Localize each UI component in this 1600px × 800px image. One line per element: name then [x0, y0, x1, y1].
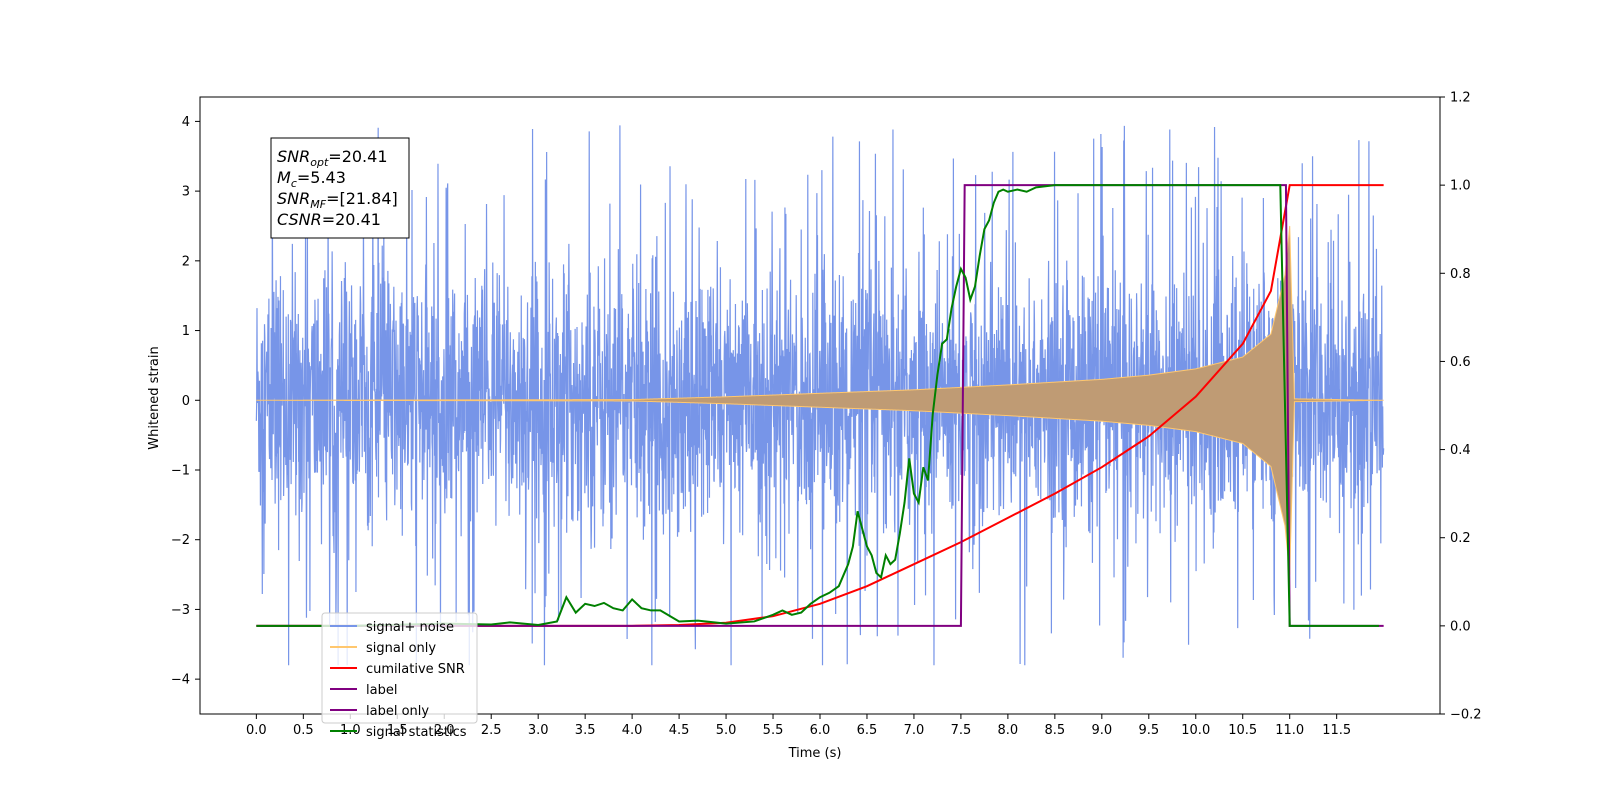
axes: 0.0 0.5 1.0 1.5 2.0 2.5 3.0 3.5 4.0 4.5 5.0 5.5 6.0 6…	[171, 91, 1482, 739]
x-tick-label: 7.5	[951, 723, 972, 738]
x-tick-label: 11.5	[1322, 723, 1351, 738]
x-tick-label: 8.0	[998, 723, 1019, 738]
x-axis-label: Time (s)	[788, 746, 842, 761]
y-tick-label: −4	[171, 673, 190, 688]
legend-label: signal statistics	[366, 725, 467, 740]
stats-symbol: M	[277, 168, 291, 187]
y2-tick-label: 1.0	[1450, 179, 1471, 194]
legend-label: cumilative SNR	[366, 662, 465, 677]
y-tick-label: −1	[171, 463, 190, 478]
x-tick-label: 10.5	[1228, 723, 1257, 738]
x-tick-label: 2.5	[481, 723, 502, 738]
series-line-signal-noise	[255, 125, 1385, 666]
y-axis-label: Whitened strain	[147, 346, 162, 449]
legend-label: label only	[366, 704, 429, 719]
x-tick-label: 9.5	[1138, 723, 1159, 738]
y-tick-label: 1	[182, 324, 190, 339]
x-tick-label: 11.0	[1275, 723, 1304, 738]
stats-symbol: SNR	[277, 147, 310, 166]
legend: signal+ noise signal only cumilative SNR la…	[321, 612, 478, 740]
plot-area	[255, 125, 1385, 666]
stats-subscript: opt	[310, 156, 329, 169]
legend-frame	[321, 612, 478, 724]
stats-box: SNRopt=20.41Mc=5.43SNRMF=[21.84]CSNR=20.…	[270, 137, 410, 239]
y2-tick-label: −0.2	[1450, 708, 1482, 723]
legend-label: label	[366, 683, 397, 698]
y2-tick-label: 0.2	[1450, 531, 1471, 546]
legend-label: signal+ noise	[366, 620, 454, 635]
stats-box-frame	[270, 137, 410, 239]
x-tick-label: 7.0	[904, 723, 925, 738]
x-tick-label: 0.5	[293, 723, 314, 738]
stats-subscript: c	[291, 177, 297, 190]
x-tick-label: 5.5	[763, 723, 784, 738]
x-tick-label: 10.0	[1181, 723, 1210, 738]
x-tick-label: 4.5	[669, 723, 690, 738]
y2-tick-label: 0.4	[1450, 443, 1471, 458]
stats-subscript: MF	[310, 198, 326, 211]
series-fill-signal-only	[256, 225, 1384, 575]
x-tick-label: 9.0	[1091, 723, 1112, 738]
stats-symbol: SNR	[277, 189, 310, 208]
y-tick-label: −2	[171, 533, 190, 548]
x-tick-label: 2.0	[434, 723, 455, 738]
y2-tick-label: 0.6	[1450, 355, 1471, 370]
x-tick-label: 0.0	[246, 723, 267, 738]
x-tick-label: 1.5	[387, 723, 408, 738]
y-tick-label: 0	[182, 394, 190, 409]
stats-value: =20.41	[322, 210, 381, 229]
stats-symbol: CSNR	[277, 210, 322, 229]
series-line-signal-statistics	[256, 184, 1379, 627]
stats-value: =20.41	[328, 147, 387, 166]
x-tick-label: 3.5	[575, 723, 596, 738]
legend-label: signal only	[366, 641, 436, 656]
stats-value: =[21.84]	[326, 189, 398, 208]
stats-line: SNRMF=[21.84]	[277, 189, 398, 211]
y-tick-label: 4	[182, 115, 190, 130]
stats-line: CSNR=20.41	[277, 210, 381, 229]
stats-line: Mc=5.43	[277, 168, 346, 190]
y2-tick-label: 0.0	[1450, 619, 1471, 634]
stats-value: =5.43	[297, 168, 346, 187]
x-tick-label: 6.5	[857, 723, 878, 738]
y2-tick-label: 1.2	[1450, 91, 1471, 106]
y-tick-label: 2	[182, 254, 190, 269]
x-tick-label: 3.0	[528, 723, 549, 738]
x-tick-label: 4.0	[622, 723, 643, 738]
x-tick-label: 8.5	[1045, 723, 1066, 738]
y-tick-label: 3	[182, 185, 190, 200]
x-tick-label: 6.0	[810, 723, 831, 738]
y-tick-label: −3	[171, 603, 190, 618]
x-tick-label: 5.0	[716, 723, 737, 738]
y2-tick-label: 0.8	[1450, 267, 1471, 282]
stats-line: SNRopt=20.41	[277, 147, 388, 169]
